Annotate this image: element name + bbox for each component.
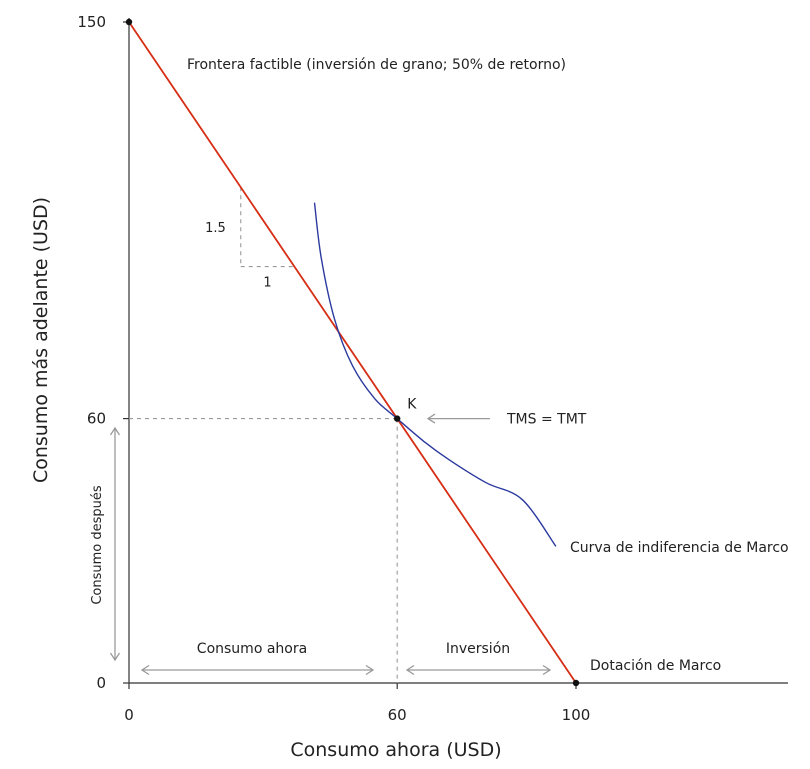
y-tick-label: 60 bbox=[87, 410, 106, 428]
consumption-later-label: Consumo después bbox=[90, 485, 105, 605]
consumption-later-arrow-bottom bbox=[109, 652, 121, 662]
investment-label: Inversión bbox=[446, 641, 510, 657]
guides bbox=[109, 187, 552, 683]
labels: 1.5 1 K Frontera factible (inversión de gra… bbox=[90, 57, 789, 674]
axes: 0 60 100 0 60 150 Consumo ahora (USD) Consumo m… bbox=[30, 13, 788, 761]
y-tick-label: 0 bbox=[96, 674, 106, 692]
point-endowment bbox=[572, 679, 580, 687]
investment-arrow-left bbox=[405, 664, 415, 676]
points bbox=[125, 18, 580, 687]
point-k-label: K bbox=[407, 397, 417, 413]
y-tick-label: 150 bbox=[77, 13, 106, 31]
consumption-now-label: Consumo ahora bbox=[197, 641, 307, 657]
y-axis-title: Consumo más adelante (USD) bbox=[30, 197, 52, 483]
slope-rise-label: 1.5 bbox=[205, 221, 226, 236]
indifference-curve bbox=[313, 202, 557, 547]
endowment-label: Dotación de Marco bbox=[590, 658, 721, 674]
consumption-now-arrow-left bbox=[140, 664, 150, 676]
point-k bbox=[394, 415, 401, 422]
consumption-now-arrow-right bbox=[365, 664, 375, 676]
point-top bbox=[125, 18, 133, 26]
slope-run-label: 1 bbox=[263, 276, 271, 291]
x-tick-label: 60 bbox=[388, 706, 407, 724]
frontier-label: Frontera factible (inversión de grano; 5… bbox=[187, 57, 566, 73]
x-tick-label: 100 bbox=[562, 706, 591, 724]
x-axis-title: Consumo ahora (USD) bbox=[290, 739, 501, 761]
feasible-frontier-line bbox=[128, 21, 577, 684]
consumption-later-arrow-top bbox=[109, 426, 121, 436]
indifference-label: Curva de indiferencia de Marco bbox=[570, 540, 789, 556]
tangency-label: TMS = TMT bbox=[506, 412, 587, 428]
series bbox=[128, 21, 577, 684]
tangency-arrow-head bbox=[426, 413, 436, 424]
investment-arrow-right bbox=[542, 664, 552, 676]
x-tick-label: 0 bbox=[124, 706, 134, 724]
